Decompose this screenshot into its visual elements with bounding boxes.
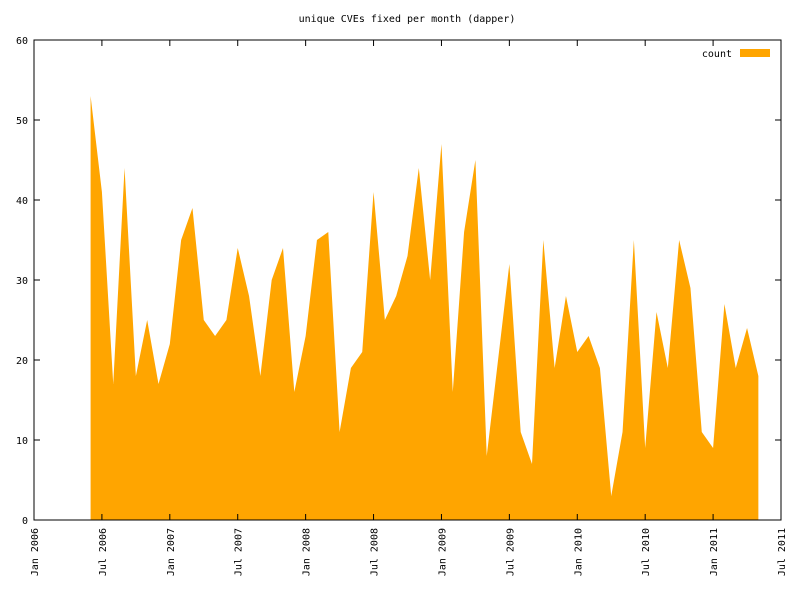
x-tick-label: Jul 2011 (777, 528, 788, 576)
x-tick-label: Jan 2009 (437, 528, 448, 576)
y-tick-label: 60 (16, 36, 28, 47)
x-tick-label: Jul 2007 (234, 528, 245, 576)
x-tick-label: Jul 2010 (641, 528, 652, 576)
legend-swatch (740, 49, 770, 57)
x-tick-label: Jan 2010 (573, 528, 584, 576)
x-tick-label: Jan 2008 (302, 528, 313, 576)
y-tick-label: 50 (16, 116, 28, 127)
area (90, 96, 759, 520)
y-tick-label: 20 (16, 356, 28, 367)
legend-label: count (702, 49, 732, 60)
y-tick-label: 40 (16, 196, 28, 207)
y-tick-label: 10 (16, 436, 28, 447)
x-tick-label: Jul 2008 (370, 528, 381, 576)
y-tick-label: 0 (22, 516, 28, 527)
chart-title: unique CVEs fixed per month (dapper) (299, 14, 516, 25)
x-tick-label: Jan 2011 (709, 528, 720, 576)
x-tick-label: Jul 2009 (505, 528, 516, 576)
x-tick-label: Jul 2006 (98, 528, 109, 576)
x-tick-label: Jan 2007 (166, 528, 177, 576)
y-tick-label: 30 (16, 276, 28, 287)
x-tick-label: Jan 2006 (30, 528, 41, 576)
